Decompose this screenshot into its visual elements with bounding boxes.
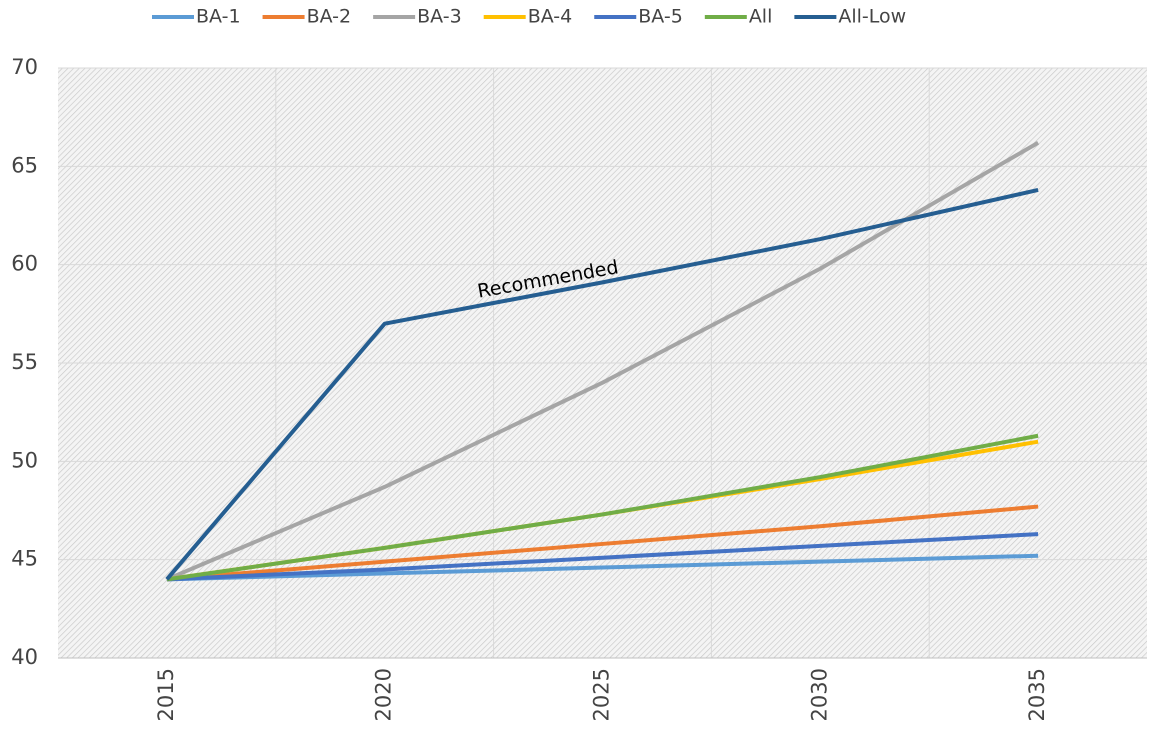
y-tick-label: 40 [11, 645, 38, 669]
x-tick-label: 2030 [807, 668, 831, 721]
y-tick-label: 55 [11, 350, 38, 374]
y-tick-label: 70 [11, 55, 38, 79]
x-tick-label: 2025 [590, 668, 614, 721]
series-line [166, 532, 1039, 582]
x-tick-label: 2020 [372, 668, 396, 721]
y-tick-label: 45 [11, 547, 38, 571]
legend-label: BA-3 [417, 6, 462, 28]
series-line [166, 504, 1039, 582]
legend-label: All-Low [838, 6, 906, 28]
y-tick-label: 60 [11, 252, 38, 276]
x-tick-label: 2035 [1025, 668, 1049, 721]
legend-label: All [749, 6, 773, 28]
y-tick-label: 65 [11, 153, 38, 177]
series-line [166, 433, 1039, 582]
legend-label: BA-5 [638, 6, 683, 28]
legend-label: BA-4 [528, 6, 573, 28]
series-line [165, 187, 1039, 581]
series-line [166, 141, 1040, 582]
legend-label: BA-2 [307, 6, 352, 28]
legend-label: BA-1 [196, 6, 241, 28]
y-tick-label: 50 [11, 448, 38, 472]
series-line [166, 553, 1039, 582]
x-tick-label: 2015 [154, 668, 178, 721]
